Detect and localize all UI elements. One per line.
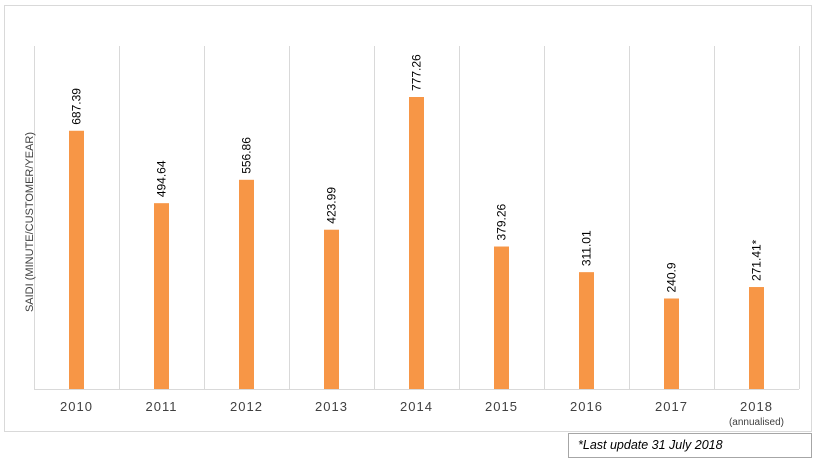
x-tick-sublabel: (annualised) xyxy=(729,417,784,428)
data-label-2010: 687.39 xyxy=(70,88,84,125)
footnote-text: *Last update 31 July 2018 xyxy=(578,438,723,452)
bar-2014 xyxy=(409,97,424,389)
bar-2018 xyxy=(749,287,764,389)
data-label-2018: 271.41* xyxy=(750,239,764,281)
bar-2010 xyxy=(69,130,84,389)
bar-2012 xyxy=(239,179,254,389)
data-label-2017: 240.9 xyxy=(665,262,679,292)
data-label-2016: 311.01 xyxy=(580,230,594,266)
x-tick-label: 2012 xyxy=(230,399,263,414)
x-tick-label: 2016 xyxy=(570,399,603,414)
footnote-box: *Last update 31 July 2018 xyxy=(568,433,812,458)
data-label-2013: 423.99 xyxy=(325,187,339,224)
data-label-2015: 379.26 xyxy=(495,203,509,240)
x-tick-label: 2015 xyxy=(485,399,518,414)
data-label-2011: 494.64 xyxy=(155,160,169,197)
x-tick-label: 2010 xyxy=(60,399,93,414)
x-tick-label: 2018 xyxy=(740,399,773,414)
bar-2011 xyxy=(154,203,169,389)
x-tick-label: 2013 xyxy=(315,399,348,414)
x-tick-label: 2014 xyxy=(400,399,433,414)
data-label-2014: 777.26 xyxy=(410,54,424,91)
y-axis-title-text: SAIDI (MINUTE/CUSTOMER/YEAR) xyxy=(24,131,36,313)
bar-2017 xyxy=(664,298,679,389)
x-tick-label: 2011 xyxy=(146,399,178,414)
bar-2013 xyxy=(324,229,339,389)
x-tick-label: 2017 xyxy=(655,399,688,414)
data-label-2012: 556.86 xyxy=(240,137,254,174)
bar-2016 xyxy=(579,272,594,389)
bar-2015 xyxy=(494,246,509,389)
